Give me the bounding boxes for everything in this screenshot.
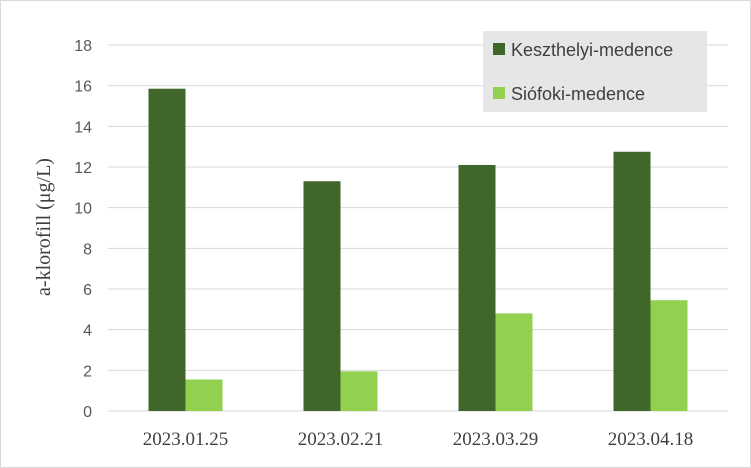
y-tick-label: 16	[74, 79, 92, 96]
x-category-label: 2023.01.25	[143, 429, 229, 450]
x-axis-categories: 2023.01.25 2023.02.21 2023.03.29 2023.04.18	[143, 429, 694, 450]
x-category-label: 2023.04.18	[608, 429, 694, 450]
y-tick-label: 8	[83, 241, 92, 258]
legend: Keszthelyi-medence Siófoki-medence	[483, 31, 707, 112]
legend-label-siofoki: Siófoki-medence	[511, 84, 645, 104]
y-tick-label: 14	[74, 119, 92, 136]
y-tick-label: 4	[83, 323, 92, 340]
bar-keszthelyi	[458, 164, 496, 411]
bars	[148, 88, 688, 411]
bar-siofoki	[650, 300, 688, 411]
y-tick-label: 10	[74, 201, 92, 218]
y-axis-ticks: 0 2 4 6 8 10 12 14 16 18	[74, 38, 92, 421]
y-tick-label: 18	[74, 38, 92, 55]
bar-keszthelyi	[148, 88, 186, 411]
y-tick-label: 0	[83, 404, 92, 421]
bar-siofoki	[185, 379, 223, 411]
x-category-label: 2023.03.29	[453, 429, 539, 450]
legend-swatch-keszthelyi	[493, 43, 505, 55]
legend-label-keszthelyi: Keszthelyi-medence	[511, 40, 673, 60]
legend-swatch-siofoki	[493, 87, 505, 99]
y-axis-label: a-klorofill (μg/L)	[33, 158, 55, 296]
bar-keszthelyi	[613, 151, 651, 411]
y-tick-label: 2	[83, 363, 92, 380]
y-tick-label: 12	[74, 160, 92, 177]
x-category-label: 2023.02.21	[298, 429, 384, 450]
bar-siofoki	[495, 313, 533, 411]
bar-keszthelyi	[303, 181, 341, 411]
bar-siofoki	[340, 371, 378, 411]
legend-background	[483, 31, 707, 112]
y-tick-label: 6	[83, 282, 92, 299]
